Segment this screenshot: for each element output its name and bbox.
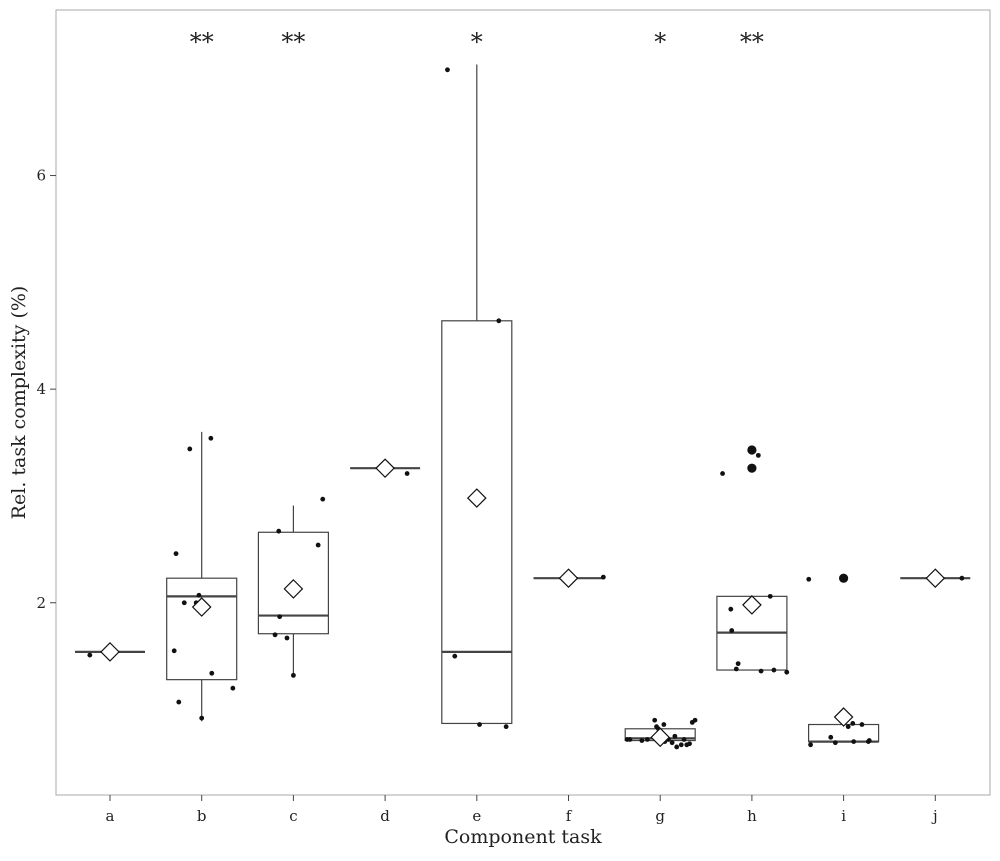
data-point [681, 737, 687, 742]
data-point [669, 740, 675, 746]
data-point [755, 452, 761, 458]
x-tick-label: f [566, 807, 573, 825]
data-point [477, 722, 482, 727]
data-point [692, 717, 698, 723]
data-point [865, 739, 871, 744]
data-point [284, 635, 290, 641]
box-c [257, 531, 329, 635]
data-point [767, 593, 773, 599]
mean-diamond [375, 458, 395, 479]
mean-diamond [925, 568, 946, 589]
data-point [87, 652, 93, 658]
data-point [644, 737, 650, 742]
data-point [503, 724, 509, 730]
data-point [173, 551, 179, 557]
box-b [166, 577, 238, 681]
points-layer [87, 67, 965, 750]
x-tick-label: j [931, 807, 938, 825]
y-tick-label: 4 [36, 380, 46, 398]
significance-layer: ** ** * * ** [190, 28, 764, 56]
data-point [639, 738, 645, 743]
data-point [272, 632, 278, 638]
data-point [832, 740, 838, 746]
data-point [291, 672, 296, 678]
data-point [176, 699, 182, 705]
data-point [320, 496, 326, 502]
mean-diamond [466, 488, 487, 508]
x-tick-label: e [472, 807, 481, 825]
data-point [845, 724, 851, 730]
mean-diamond [283, 579, 304, 599]
data-point [859, 722, 865, 727]
mean-diamond [833, 707, 854, 727]
x-tick-label: b [197, 807, 207, 825]
data-point [806, 576, 812, 582]
data-point [808, 742, 813, 748]
outlier-point [747, 463, 757, 473]
y-axis-title: Rel. task complexity (%) [8, 286, 30, 520]
mean-diamond [650, 727, 671, 748]
data-point [720, 471, 725, 476]
data-point [208, 435, 214, 441]
data-point [496, 318, 502, 324]
x-tick-label: g [655, 807, 665, 825]
data-point [850, 721, 856, 726]
data-point [687, 741, 692, 747]
data-point [735, 661, 741, 667]
significance-marker: ** [281, 28, 305, 56]
data-point [187, 446, 193, 452]
data-point [171, 648, 177, 654]
data-point [784, 669, 790, 675]
outlier-point [747, 445, 757, 455]
x-tick-label: d [380, 807, 390, 825]
data-point [758, 668, 764, 674]
data-point [851, 739, 857, 744]
data-point [674, 744, 680, 750]
data-point [771, 667, 777, 673]
data-point [315, 542, 321, 548]
mean-diamond [191, 597, 212, 617]
significance-marker: * [471, 28, 483, 56]
significance-marker: ** [740, 28, 764, 56]
outlier-point [839, 573, 849, 583]
x-tick-label: c [289, 807, 297, 825]
data-point [627, 737, 633, 742]
y-tick-label: 6 [36, 167, 46, 185]
y-tick-label: 2 [36, 594, 46, 612]
mean-diamond [558, 568, 579, 589]
x-axis-title: Component task [444, 826, 602, 848]
mean-diamond [742, 595, 762, 615]
data-point [672, 733, 678, 739]
box-e [441, 320, 513, 725]
significance-marker: ** [190, 28, 214, 56]
plot-frame [55, 9, 991, 796]
data-point [733, 666, 739, 672]
data-point [728, 606, 734, 612]
data-point [230, 685, 236, 691]
data-point [199, 715, 205, 721]
data-point [196, 592, 202, 598]
data-point [729, 628, 735, 633]
data-point [181, 600, 187, 606]
x-tick-label: i [841, 807, 846, 825]
data-point [276, 528, 282, 534]
data-point [828, 734, 834, 740]
x-tick-label: h [747, 807, 757, 825]
data-point [661, 722, 667, 727]
data-point [600, 574, 606, 580]
data-point [959, 575, 965, 581]
data-point [277, 614, 283, 620]
data-point [209, 670, 215, 676]
significance-marker: * [654, 28, 666, 56]
x-tick-label: a [106, 807, 115, 825]
data-point [445, 67, 450, 73]
data-point [404, 471, 410, 476]
mean-diamond [100, 642, 120, 662]
boxes-layer [75, 64, 971, 743]
data-point [652, 717, 658, 723]
data-point [678, 742, 684, 748]
axes-layer: 2 4 6 a b c d e f g h i j [36, 167, 937, 825]
data-point [452, 653, 458, 659]
